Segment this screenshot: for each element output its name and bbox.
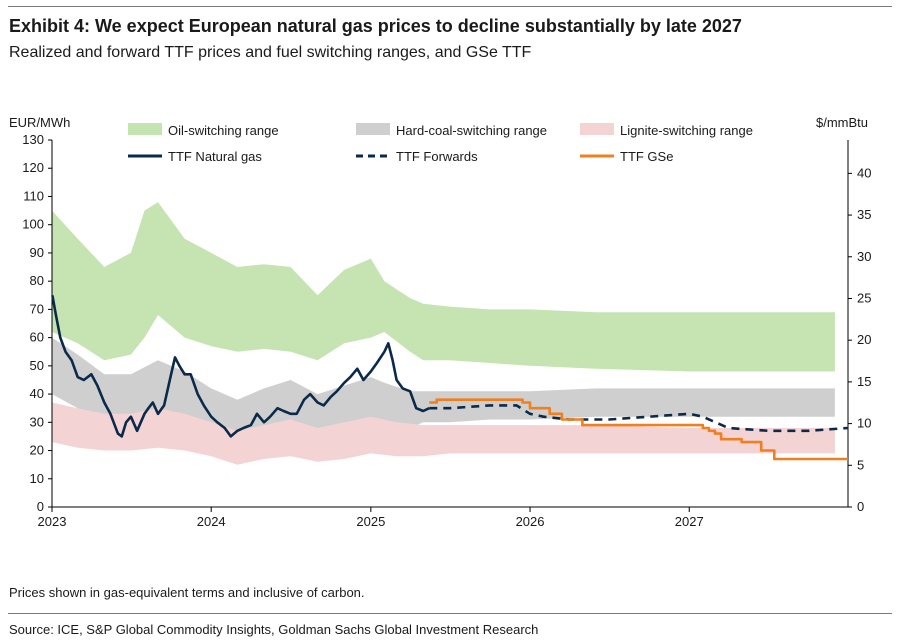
y-right-tick-label: 30 bbox=[857, 249, 871, 264]
y-left-tick-label: 90 bbox=[30, 245, 44, 260]
ttf-gse-legend-label: TTF GSe bbox=[620, 149, 673, 164]
y-left-tick-label: 70 bbox=[30, 301, 44, 316]
y-left-tick-label: 0 bbox=[37, 499, 44, 514]
y-left-tick-label: 60 bbox=[30, 330, 44, 345]
chart-source: Source: ICE, S&P Global Commodity Insigh… bbox=[9, 622, 539, 637]
y-left-tick-label: 10 bbox=[30, 471, 44, 486]
y-left-tick-label: 130 bbox=[22, 132, 44, 147]
x-tick-label: 2025 bbox=[356, 514, 385, 529]
lignite-switching-range-band bbox=[52, 402, 835, 465]
x-tick-label: 2023 bbox=[38, 514, 67, 529]
ttf-natural-gas-line bbox=[51, 295, 430, 438]
x-tick-label: 2027 bbox=[675, 514, 704, 529]
oil-switching-range-legend-label: Oil-switching range bbox=[168, 123, 279, 138]
lignite-switching-range-legend-swatch bbox=[580, 123, 614, 135]
y-left-tick-label: 40 bbox=[30, 386, 44, 401]
hard-coal-switching-range-band bbox=[52, 337, 835, 437]
y-left-tick-label: 20 bbox=[30, 443, 44, 458]
y-right-tick-label: 5 bbox=[857, 457, 864, 472]
y-right-tick-label: 15 bbox=[857, 374, 871, 389]
lignite-switching-range-legend-label: Lignite-switching range bbox=[620, 123, 753, 138]
oil-switching-range-band bbox=[52, 202, 835, 372]
chart-title: Exhibit 4: We expect European natural ga… bbox=[9, 16, 742, 36]
ttf-forwards-legend-label: TTF Forwards bbox=[396, 149, 478, 164]
chart-note: Prices shown in gas-equivalent terms and… bbox=[9, 585, 365, 600]
y-left-tick-label: 80 bbox=[30, 273, 44, 288]
y-right-tick-label: 10 bbox=[857, 416, 871, 431]
y-right-tick-label: 20 bbox=[857, 332, 871, 347]
oil-switching-range-legend-swatch bbox=[128, 123, 162, 135]
hard-coal-switching-range-legend-label: Hard-coal-switching range bbox=[396, 123, 547, 138]
y-right-tick-label: 25 bbox=[857, 290, 871, 305]
bottom-rule bbox=[8, 613, 892, 614]
y-left-tick-label: 100 bbox=[22, 217, 44, 232]
hard-coal-switching-range-legend-swatch bbox=[356, 123, 390, 135]
chart-svg: 0102030405060708090100110120130051015202… bbox=[9, 115, 871, 529]
y-right-tick-label: 0 bbox=[857, 499, 864, 514]
y-right-axis-unit: $/mmBtu bbox=[816, 115, 868, 130]
y-left-tick-label: 110 bbox=[23, 188, 44, 203]
x-tick-label: 2026 bbox=[516, 514, 545, 529]
y-left-tick-label: 120 bbox=[22, 160, 44, 175]
ttf-natural-gas-legend-label: TTF Natural gas bbox=[168, 149, 262, 164]
x-tick-label: 2024 bbox=[197, 514, 226, 529]
top-rule bbox=[8, 6, 892, 7]
ttf-gse-line bbox=[429, 398, 848, 461]
y-right-tick-label: 35 bbox=[857, 207, 871, 222]
ttf-forwards-line bbox=[429, 404, 849, 433]
chart-subtitle: Realized and forward TTF prices and fuel… bbox=[9, 44, 532, 61]
y-right-tick-label: 40 bbox=[857, 165, 871, 180]
y-left-tick-label: 50 bbox=[30, 358, 44, 373]
y-left-tick-label: 30 bbox=[30, 414, 44, 429]
y-left-axis-unit: EUR/MWh bbox=[9, 115, 70, 130]
